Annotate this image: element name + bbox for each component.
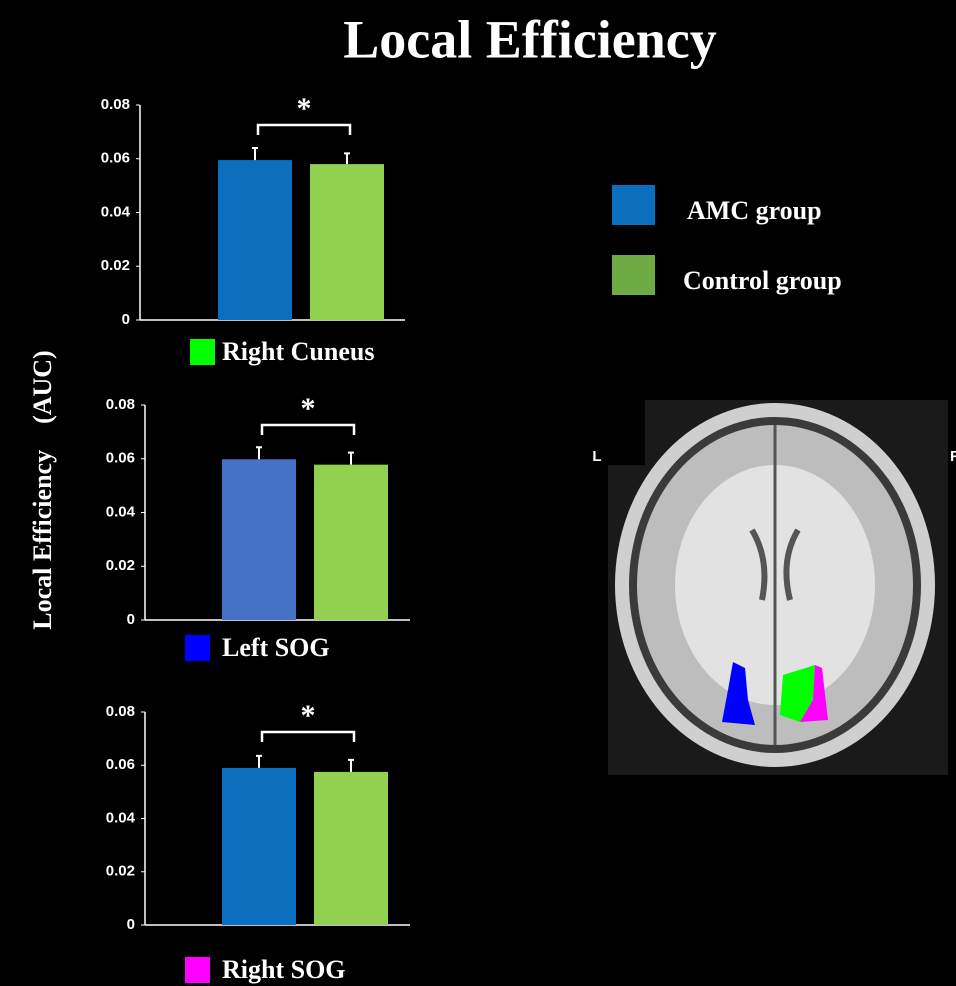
bar	[222, 767, 296, 925]
error-bar	[348, 758, 354, 772]
y-tick-label: 0.08	[106, 703, 135, 720]
error-bar	[252, 147, 258, 161]
legend-label: AMC group	[687, 196, 822, 225]
y-tick-label: 0.06	[106, 756, 135, 773]
y-axis-label: Local Efficiency (AUC)	[28, 350, 57, 629]
y-tick-label: 0.04	[106, 503, 136, 520]
bar	[314, 464, 388, 620]
bar	[218, 160, 292, 320]
ventricles	[749, 528, 801, 601]
legend-swatch	[612, 185, 655, 225]
right-label: R	[950, 448, 956, 465]
significance-label: *	[297, 92, 312, 125]
region-label: Left SOG	[222, 633, 330, 662]
y-tick-label: 0	[127, 611, 135, 628]
bar	[222, 459, 296, 620]
y-tick-label: 0.02	[106, 557, 135, 574]
y-tick-label: 0.04	[106, 809, 136, 826]
bar	[310, 164, 384, 320]
figure-title: Local Efficiency	[343, 9, 716, 69]
left-label: L	[592, 448, 601, 465]
significance-label: *	[301, 392, 316, 425]
y-tick-label: 0.08	[101, 96, 130, 113]
error-bar	[344, 152, 350, 165]
significance-label: *	[301, 699, 316, 732]
error-bar	[256, 446, 262, 460]
significance-bracket	[260, 730, 356, 742]
right-sog-region	[800, 665, 828, 722]
right-cuneus-region	[780, 665, 815, 722]
bar	[314, 771, 388, 925]
y-tick-label: 0	[127, 916, 135, 933]
brain-image: L R	[592, 400, 956, 775]
y-tick-label: 0.02	[101, 257, 130, 274]
y-tick-label: 0.06	[101, 150, 130, 167]
region-label: Right SOG	[222, 955, 346, 984]
region-label: Right Cuneus	[222, 337, 374, 366]
y-tick-label: 0	[122, 311, 130, 328]
y-tick-label: 0.06	[106, 450, 135, 467]
region-swatch	[185, 957, 210, 983]
region-swatch	[190, 339, 215, 365]
left-sog-region	[722, 662, 755, 725]
y-tick-label: 0.08	[106, 396, 135, 413]
error-bar	[348, 451, 354, 465]
region-swatch	[185, 635, 210, 661]
legend-label: Control group	[683, 266, 842, 295]
legend-swatch	[612, 255, 655, 295]
significance-bracket	[256, 123, 352, 135]
y-tick-label: 0.04	[101, 203, 131, 220]
significance-bracket	[260, 423, 356, 435]
error-bar	[256, 754, 262, 768]
y-tick-label: 0.02	[106, 863, 135, 880]
